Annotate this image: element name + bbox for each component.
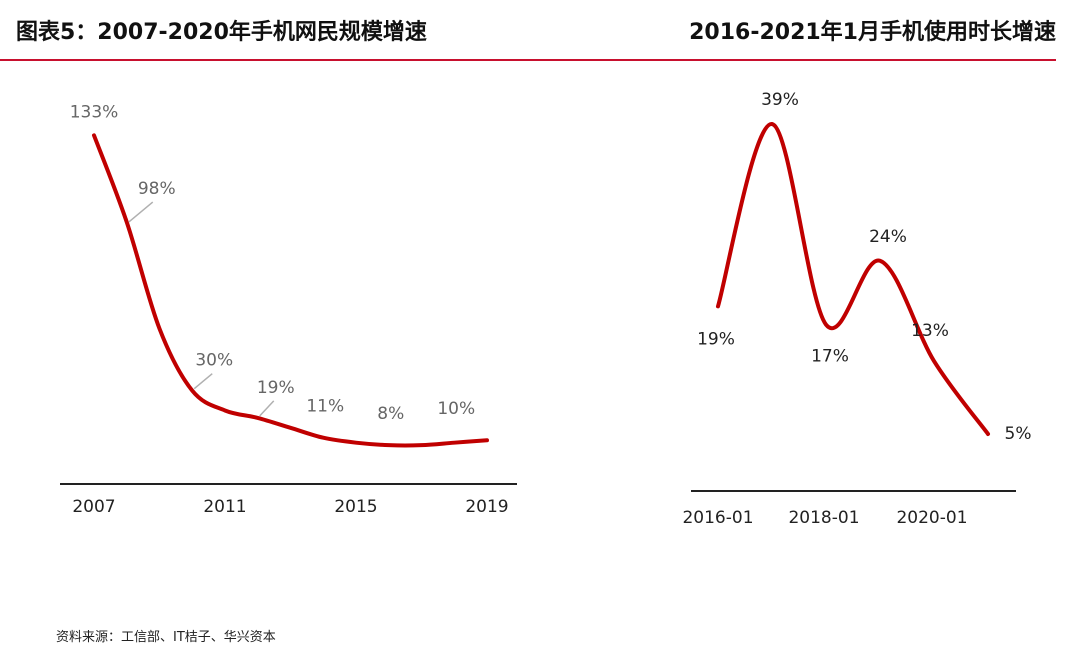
right-x-tick-label: 2020-01 <box>896 508 967 528</box>
left-x-tick-label: 2015 <box>334 497 377 517</box>
right-data-label: 13% <box>911 321 949 341</box>
right-x-tick-label: 2018-01 <box>788 508 859 528</box>
right-data-label: 17% <box>811 347 849 367</box>
data-label-leader <box>193 373 213 390</box>
left-data-label: 98% <box>138 179 176 199</box>
right-series-line <box>716 122 990 436</box>
left-x-tick-label: 2007 <box>72 497 115 517</box>
left-chart-title: 图表5：2007-2020年手机网民规模增速 <box>16 20 427 45</box>
left-data-label: 133% <box>70 102 119 122</box>
right-line-chart: 19% 39% 17% 24% 13% 5% 2016-01 2018-01 2020-01 <box>682 90 1031 528</box>
right-data-label: 39% <box>761 90 799 110</box>
left-data-label: 19% <box>257 378 295 398</box>
right-x-tick-label: 2016-01 <box>682 508 753 528</box>
header-divider <box>0 59 1056 61</box>
data-label-leader <box>259 400 275 417</box>
left-data-label: 30% <box>195 351 233 371</box>
right-data-label: 24% <box>869 227 907 247</box>
right-chart-title: 2016-2021年1月手机使用时长增速 <box>689 20 1056 45</box>
left-line-chart: 133% 98% 30% 19% 11% 8% 10% 2007 2011 2015 2019 <box>60 102 517 517</box>
right-data-label: 19% <box>697 329 735 349</box>
left-x-tick-label: 2011 <box>203 497 246 517</box>
left-x-tick-label: 2019 <box>465 497 508 517</box>
left-series-line <box>92 133 489 448</box>
data-label-leader <box>128 201 154 223</box>
right-data-label: 5% <box>1005 424 1032 444</box>
source-note: 资料来源：工信部、IT桔子、华兴资本 <box>56 630 276 645</box>
left-data-label: 11% <box>306 397 344 417</box>
left-data-label: 10% <box>437 399 475 419</box>
left-data-label: 8% <box>377 404 404 424</box>
